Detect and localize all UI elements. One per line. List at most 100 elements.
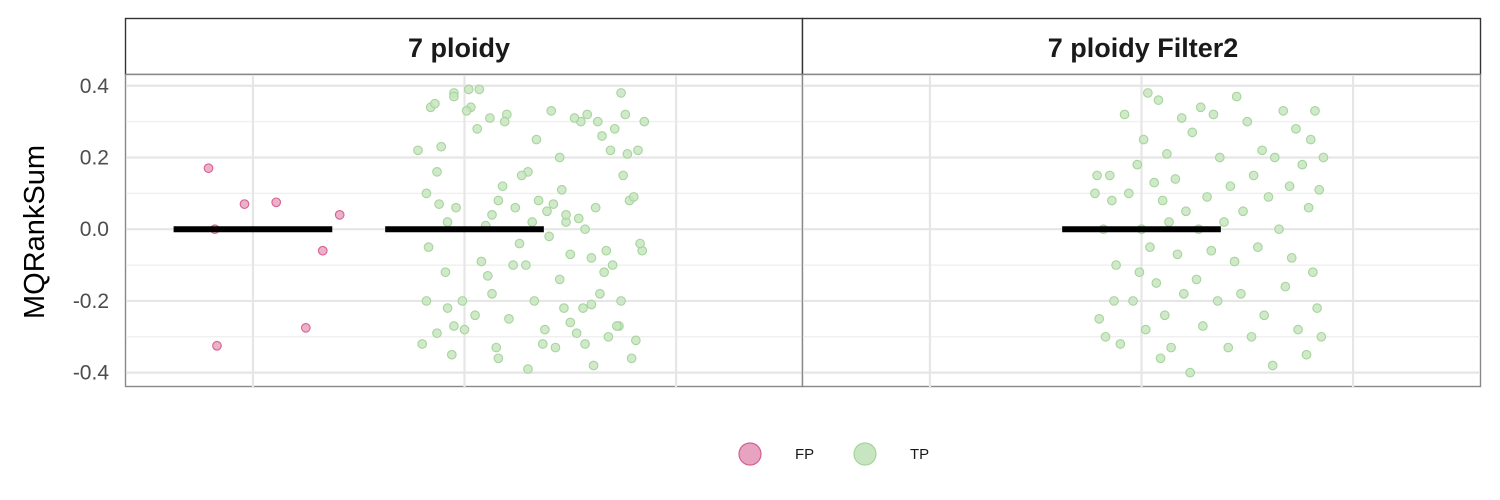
data-point-tp <box>1142 88 1153 98</box>
data-point-tp <box>1208 109 1219 120</box>
data-point-tp <box>618 170 629 181</box>
data-point-tp <box>1314 184 1325 195</box>
data-point-tp <box>1308 267 1318 278</box>
data-point-tp <box>1303 202 1314 213</box>
data-point-tp <box>1159 310 1170 321</box>
data-point-tp <box>1242 116 1253 127</box>
data-point-tp <box>1195 102 1206 113</box>
data-point-tp <box>1162 149 1172 159</box>
data-point-tp <box>446 349 457 360</box>
data-point-tp <box>531 134 542 145</box>
data-point-tp <box>421 296 432 306</box>
strip-left-title: 7 ploidy <box>408 33 510 63</box>
y-axis: 0.4 0.2 0.0 -0.2 -0.4 <box>73 75 110 385</box>
data-point-fp <box>300 322 311 333</box>
data-point-tp <box>497 181 508 192</box>
data-point-tp <box>1318 152 1329 163</box>
data-point-tp <box>1225 181 1236 192</box>
data-point-tp <box>1202 192 1212 202</box>
data-point-tp <box>548 199 559 209</box>
data-point-tp <box>542 206 552 217</box>
data-point-tp <box>1109 296 1119 306</box>
data-point-tp <box>1259 310 1270 321</box>
data-point-tp <box>436 141 447 152</box>
data-point-tp <box>1104 170 1115 181</box>
data-point-tp <box>550 342 561 353</box>
y-tick-label: 0.2 <box>80 146 109 169</box>
data-point-tp <box>421 188 432 199</box>
data-point-tp <box>607 260 618 270</box>
data-point-tp <box>1198 321 1208 331</box>
data-point-tp <box>631 335 641 346</box>
legend: FP TP <box>738 442 929 466</box>
data-point-tp <box>628 192 639 202</box>
strip-right <box>801 17 1482 76</box>
data-point-tp <box>1253 242 1263 252</box>
data-point-tp <box>1274 224 1284 235</box>
data-point-tp <box>580 339 590 349</box>
data-point-fp <box>203 163 214 174</box>
data-point-tp <box>442 217 453 227</box>
data-point-tp <box>565 249 576 260</box>
data-point-tp <box>582 109 593 120</box>
data-point-tp <box>508 260 519 270</box>
points-left <box>203 84 650 374</box>
data-point-tp <box>1231 91 1242 102</box>
data-point-tp <box>1185 367 1196 378</box>
data-point-tp <box>1312 303 1322 313</box>
data-point-tp <box>1263 192 1274 202</box>
data-point-tp <box>432 166 442 177</box>
data-point-tp <box>1153 95 1164 105</box>
data-point-tp <box>499 116 510 127</box>
legend-label-fp: FP <box>795 446 814 463</box>
data-point-tp <box>451 202 461 213</box>
data-point-tp <box>1140 324 1151 335</box>
data-point-fp <box>317 245 328 256</box>
data-point-tp <box>569 113 580 123</box>
data-point-tp <box>482 270 493 281</box>
data-point-tp <box>559 303 569 313</box>
data-point-tp <box>1248 170 1259 181</box>
data-point-tp <box>474 84 485 95</box>
data-point-tp <box>1206 245 1217 256</box>
strip-right-title: 7 ploidy Filter2 <box>1048 33 1239 63</box>
data-point-tp <box>605 145 616 156</box>
data-point-tp <box>1090 188 1100 199</box>
data-point-tp <box>434 199 444 209</box>
data-point-tp <box>1149 177 1160 188</box>
data-point-tp <box>1176 113 1187 123</box>
data-point-tp <box>616 296 626 306</box>
data-point-tp <box>1257 145 1267 156</box>
data-point-tp <box>413 145 423 156</box>
data-point-tp <box>430 98 440 109</box>
data-point-tp <box>504 314 514 324</box>
data-point-tp <box>586 253 597 263</box>
data-point-tp <box>440 267 451 278</box>
data-point-fp <box>212 340 222 351</box>
data-point-tp <box>1293 324 1303 335</box>
data-point-tp <box>1286 253 1297 263</box>
data-point-tp <box>463 84 474 95</box>
data-point-tp <box>1191 274 1202 285</box>
data-point-fp <box>271 197 282 208</box>
data-point-tp <box>487 288 497 299</box>
y-axis-title: MQRankSum <box>19 145 51 319</box>
data-point-tp <box>1238 206 1248 217</box>
data-point-tp <box>1166 342 1176 353</box>
data-point-tp <box>597 131 607 141</box>
data-point-tp <box>1178 288 1189 299</box>
data-point-tp <box>1119 109 1130 120</box>
data-point-tp <box>611 321 622 331</box>
data-point-tp <box>1301 349 1312 360</box>
data-point-tp <box>1111 260 1121 270</box>
data-point-tp <box>1155 353 1166 364</box>
legend-key-fp <box>738 442 762 466</box>
data-point-tp <box>620 109 631 120</box>
data-point-tp <box>493 195 504 206</box>
data-point-tp <box>1214 152 1225 163</box>
data-point-tp <box>1280 281 1291 292</box>
data-point-tp <box>485 113 495 123</box>
data-point-tp <box>616 88 626 98</box>
data-point-tp <box>491 342 502 353</box>
